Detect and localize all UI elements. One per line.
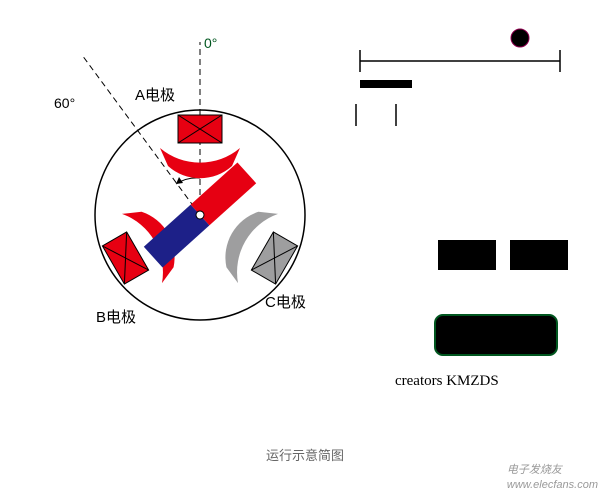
timing-legend — [356, 29, 560, 126]
pink-dot — [511, 29, 529, 47]
pole-a — [160, 115, 240, 178]
pole-a-label: A电极 — [135, 87, 175, 104]
pole-b-label: B电极 — [96, 309, 136, 326]
credit: creators KMZDS — [395, 373, 499, 389]
motor-diagram-svg: creators KMZDS 0° 60° — [0, 0, 610, 430]
watermark-url: www.elecfans.com — [507, 479, 598, 491]
pole-c-label: C电极 — [265, 294, 306, 311]
pole-legend — [438, 240, 568, 270]
diagram-area: creators KMZDS 0° 60° — [0, 0, 610, 430]
watermark: 电子发烧友 www.elecfans.com — [507, 461, 598, 491]
esc-box — [435, 315, 557, 355]
zero-deg: 0° — [204, 35, 217, 51]
pole-b — [212, 199, 307, 300]
north-box — [510, 240, 568, 270]
high-level-bar — [360, 80, 412, 88]
watermark-brand: 电子发烧友 — [507, 464, 562, 476]
sixty-deg: 60° — [54, 95, 75, 111]
south-box — [438, 240, 496, 270]
